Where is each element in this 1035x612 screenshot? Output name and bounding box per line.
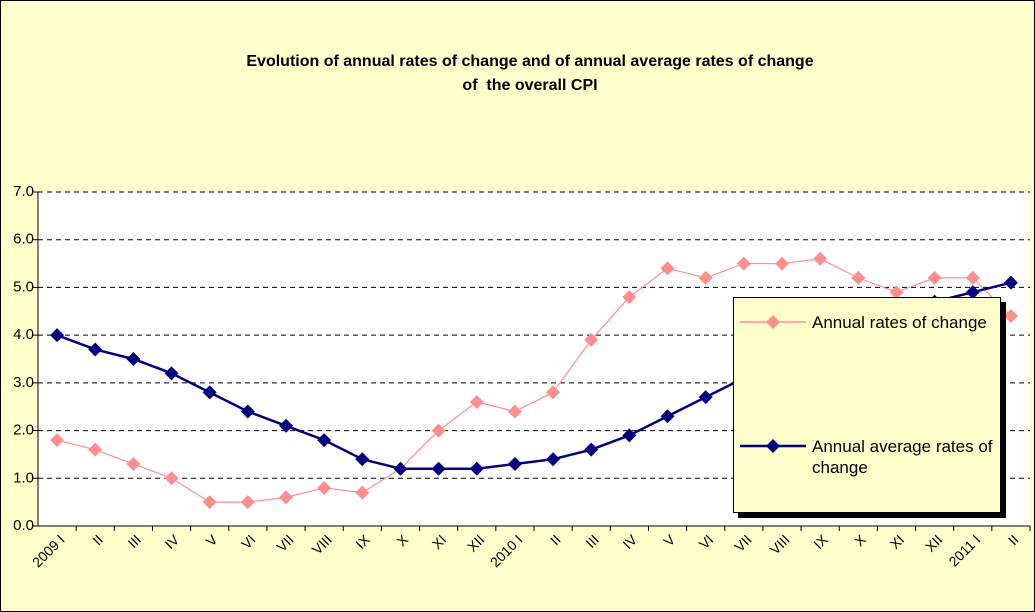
data-point: [164, 471, 179, 486]
data-point: [813, 251, 828, 266]
y-tick-label: 1.0: [13, 469, 34, 486]
data-point: [546, 385, 561, 400]
data-point: [279, 418, 293, 433]
data-point: [889, 285, 904, 300]
data-point: [965, 285, 980, 300]
data-point: [126, 456, 141, 471]
data-point: [851, 270, 866, 285]
data-point: [775, 256, 789, 271]
data-point: [126, 352, 141, 366]
data-point: [965, 270, 980, 285]
data-point: [164, 366, 179, 381]
data-point: [469, 394, 484, 409]
data-point: [546, 452, 561, 467]
data-point: [698, 390, 713, 405]
y-tick-label: 3.0: [13, 374, 34, 391]
data-point: [240, 404, 255, 419]
data-point: [317, 480, 332, 495]
data-point: [584, 442, 599, 457]
data-point: [317, 433, 332, 448]
y-tick-label: 7.0: [13, 183, 34, 200]
y-tick-label: 6.0: [13, 231, 34, 248]
legend-label: Annual rates of change: [812, 313, 987, 332]
chart-title: Evolution of annual rates of change and …: [246, 53, 813, 70]
data-point: [279, 490, 293, 505]
data-point: [393, 461, 408, 476]
data-point: [88, 442, 103, 457]
data-point: [736, 256, 751, 271]
data-point: [622, 428, 637, 443]
chart-title: of the overall CPI: [462, 77, 597, 94]
legend-keys: [740, 315, 806, 453]
y-tick-label: 5.0: [13, 278, 34, 295]
data-point: [50, 433, 65, 448]
data-point: [660, 261, 675, 276]
data-point: [355, 452, 370, 467]
data-point: [698, 270, 713, 285]
y-tick-label: 0.0: [13, 517, 34, 534]
data-point: [927, 270, 942, 285]
data-point: [660, 409, 675, 424]
data-point: [469, 461, 484, 476]
legend-label: Annual average rates of change: [812, 437, 993, 477]
data-point: [240, 495, 255, 510]
data-point: [1003, 309, 1018, 324]
legend: Annual rates of change Annual average ra…: [733, 297, 1001, 513]
legend-key: [766, 315, 780, 329]
y-tick-label: 4.0: [13, 326, 34, 343]
legend-key: [766, 439, 780, 453]
data-point: [202, 385, 217, 400]
data-point: [88, 342, 103, 357]
data-point: [355, 485, 370, 500]
data-point: [622, 289, 637, 304]
data-point: [507, 456, 522, 471]
data-point: [584, 332, 599, 347]
data-point: [50, 328, 65, 343]
data-point: [431, 461, 446, 476]
data-point: [1003, 275, 1018, 290]
y-tick-label: 2.0: [13, 422, 34, 439]
data-point: [431, 423, 446, 438]
data-point: [507, 404, 522, 419]
data-point: [202, 495, 217, 510]
